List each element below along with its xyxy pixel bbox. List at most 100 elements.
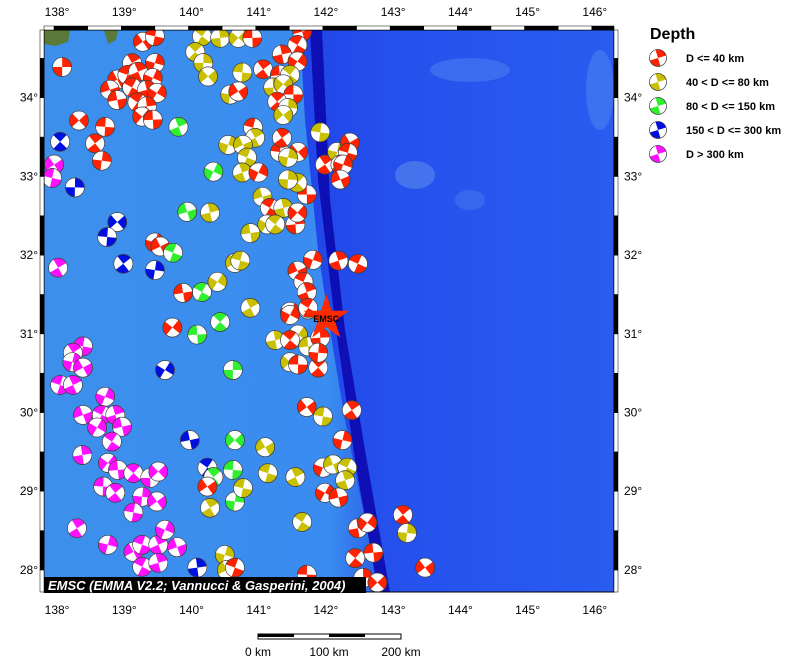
focal-mechanism-r[interactable] [272,128,292,148]
focal-mechanism-g[interactable] [163,242,183,263]
focal-mechanism-y[interactable] [258,463,278,483]
focal-mechanism-g[interactable] [223,460,243,480]
focal-mechanism-r[interactable] [143,109,163,130]
focal-mechanism-b[interactable] [187,557,208,578]
focal-mechanism-r[interactable] [303,250,323,270]
focal-mechanism-y[interactable] [310,122,331,143]
focal-mechanism-r[interactable] [107,90,128,110]
focal-mechanism-m[interactable] [148,553,169,573]
focal-mechanism-m[interactable] [132,534,152,555]
focal-mechanism-y[interactable] [278,169,298,190]
focal-mechanism-y[interactable] [292,512,312,532]
focal-mechanism-m[interactable] [167,537,187,557]
focal-mechanism-y[interactable] [230,250,251,271]
focal-mechanism-r[interactable] [297,397,317,417]
focal-mechanism-r[interactable] [357,512,378,533]
focal-mechanism-g[interactable] [177,202,197,222]
focal-mechanism-y[interactable] [233,478,253,498]
focal-mechanism-r[interactable] [69,110,89,131]
focal-mechanism-r[interactable] [345,548,366,568]
focal-mechanism-r[interactable] [95,117,115,137]
focal-mechanism-b[interactable] [65,177,85,198]
focal-mechanism-y[interactable] [207,272,228,292]
focal-mechanism-r[interactable] [333,154,353,175]
focal-mechanism-y[interactable] [228,28,249,48]
focal-mechanism-r[interactable] [197,476,218,497]
focal-mechanism-y[interactable] [210,28,230,48]
focal-mechanism-r[interactable] [332,430,353,450]
focal-mechanism-r[interactable] [128,61,148,82]
focal-mechanism-b[interactable] [50,131,70,152]
focal-mechanism-g[interactable] [223,360,243,380]
focal-mechanism-m[interactable] [67,518,87,539]
focal-mechanism-m[interactable] [148,534,169,555]
focal-mechanism-g[interactable] [168,117,189,137]
focal-mechanism-r[interactable] [328,487,349,508]
focal-mechanism-m[interactable] [72,445,93,465]
focal-mechanism-m[interactable] [155,520,175,540]
focal-mechanism-r[interactable] [415,557,435,578]
focal-mechanism-r[interactable] [363,542,384,563]
focal-mechanism-r[interactable] [367,572,388,592]
focal-mechanism-m[interactable] [112,416,132,437]
focal-mechanism-y[interactable] [200,202,220,223]
focal-mechanism-r[interactable] [393,505,413,525]
focal-mechanism-r[interactable] [85,133,105,154]
focal-mechanism-y[interactable] [255,437,275,457]
focal-mechanism-b[interactable] [113,253,134,274]
focal-mechanism-r[interactable] [242,28,263,48]
focal-mechanism-r[interactable] [147,83,167,103]
focal-mechanism-y[interactable] [313,406,333,427]
focal-mechanism-y[interactable] [232,62,253,83]
focal-mechanism-g[interactable] [203,161,224,182]
focal-mechanism-m[interactable] [73,357,93,378]
focal-mechanism-y[interactable] [240,223,261,243]
focal-mechanism-y[interactable] [397,523,417,543]
focal-mechanism-r[interactable] [52,57,72,77]
focal-mechanism-g[interactable] [210,312,230,332]
focal-mechanism-r[interactable] [280,305,300,325]
focal-mechanism-g[interactable] [225,430,245,450]
focal-mechanism-r[interactable] [248,162,269,183]
focal-mechanism-y[interactable] [285,467,306,487]
focal-mechanism-b[interactable] [145,260,165,280]
focal-mechanism-g[interactable] [187,324,208,345]
epicenter-marker[interactable]: EMSC [303,294,350,338]
focal-mechanism-b[interactable] [107,212,128,232]
focal-mechanism-m[interactable] [63,375,83,395]
focal-mechanism-r[interactable] [173,283,193,303]
focal-mechanism-m[interactable] [148,461,169,482]
focal-mechanism-r[interactable] [288,354,308,375]
focal-mechanism-y[interactable] [240,298,261,318]
focal-mechanism-m[interactable] [132,557,152,577]
focal-mechanism-r[interactable] [228,81,249,102]
focal-mechanism-r[interactable] [162,317,183,338]
focal-mechanism-r[interactable] [328,250,349,271]
focal-mechanism-r[interactable] [145,27,165,47]
focal-mechanism-r[interactable] [342,400,362,420]
focal-mechanism-m[interactable] [105,483,126,503]
focal-mechanism-m[interactable] [43,168,62,188]
focal-mechanism-y[interactable] [198,66,218,87]
focal-mechanism-y[interactable] [273,105,294,125]
focal-mechanism-m[interactable] [102,431,122,452]
focal-mechanism-m[interactable] [48,257,68,278]
focal-mechanism-m[interactable] [147,491,167,512]
focal-mechanism-r[interactable] [280,330,300,350]
focal-mechanism-r[interactable] [330,169,351,190]
focal-mechanism-r[interactable] [253,59,273,80]
focal-mechanism-b[interactable] [197,457,218,478]
focal-mechanism-m[interactable] [123,502,144,523]
focal-mechanism-m[interactable] [98,534,118,555]
focal-mechanism-y[interactable] [265,214,286,235]
focal-mechanism-y[interactable] [335,470,355,491]
focal-mechanism-r[interactable] [287,202,308,223]
focal-mechanism-b[interactable] [180,430,200,450]
focal-mechanism-y[interactable] [200,497,220,518]
focal-mechanism-m[interactable] [123,463,144,483]
focal-mechanism-m[interactable] [95,386,115,407]
focal-mechanism-b[interactable] [97,227,117,247]
focal-mechanism-r[interactable] [308,357,329,378]
focal-mechanism-b[interactable] [155,360,175,380]
focal-mechanism-r[interactable] [308,342,329,363]
